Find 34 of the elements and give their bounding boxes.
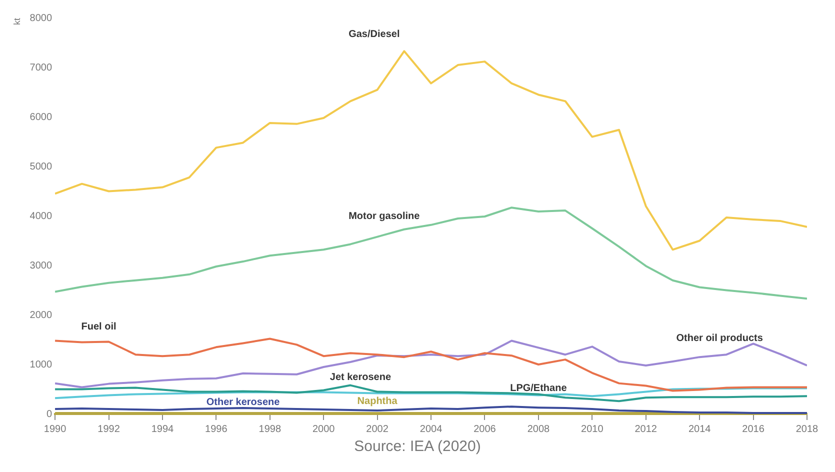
series-label: Other kerosene [206, 396, 280, 408]
series-label: Other oil products [676, 332, 764, 344]
series-label: Jet kerosene [330, 372, 392, 384]
series-label: Naphtha [357, 396, 398, 407]
series-label: Motor gasoline [348, 211, 420, 222]
y-tick-label: 0 [46, 408, 52, 420]
series-label: Gas/Diesel [348, 28, 400, 40]
y-tick-label: 4000 [30, 210, 52, 222]
series-label: Fuel oil [81, 321, 116, 332]
y-tick-label: 6000 [30, 112, 52, 123]
x-tick-label: 2006 [474, 424, 496, 435]
series-label: LPG/Ethane [510, 382, 568, 394]
y-tick-label: 8000 [30, 12, 52, 24]
x-tick-label: 1990 [44, 424, 67, 435]
x-tick-label: 2014 [688, 424, 712, 435]
x-tick-label: 2016 [742, 424, 765, 435]
x-tick-label: 1992 [98, 424, 120, 435]
x-tick-label: 2000 [312, 424, 336, 435]
y-axis-title: kt [12, 18, 22, 26]
y-tick-label: 1000 [30, 359, 52, 370]
x-tick-label: 2002 [366, 424, 389, 435]
x-tick-label: 1994 [151, 424, 174, 435]
x-tick-label: 2004 [420, 424, 443, 435]
y-tick-label: 7000 [30, 62, 52, 74]
y-tick-label: 3000 [30, 260, 52, 272]
x-tick-label: 1996 [205, 424, 228, 435]
x-tick-label: 2010 [581, 424, 604, 435]
y-tick-label: 2000 [30, 310, 52, 321]
x-tick-label: 2012 [634, 424, 658, 435]
x-tick-label: 2008 [527, 424, 550, 435]
y-tick-label: 5000 [30, 161, 52, 172]
source-note: Source: IEA (2020) [353, 438, 482, 455]
x-tick-label: 2018 [796, 424, 819, 435]
x-tick-label: 1998 [258, 424, 282, 435]
